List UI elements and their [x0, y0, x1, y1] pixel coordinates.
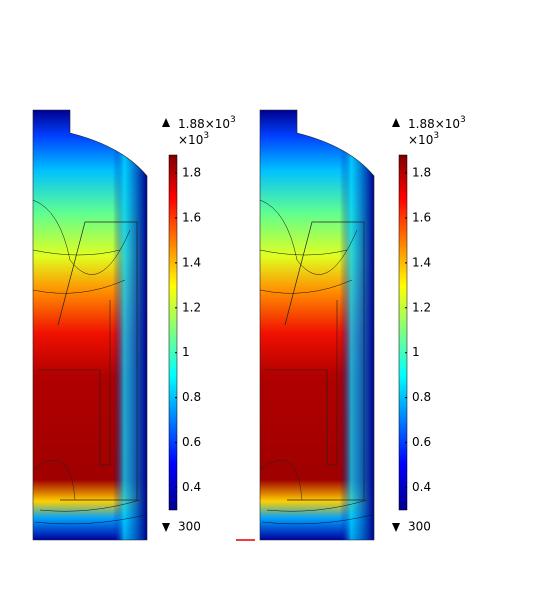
- max-label: 1.88×103: [408, 115, 466, 131]
- tick-label: 1.2: [182, 300, 201, 314]
- tick-label: 1.2: [412, 300, 431, 314]
- tick-label: 1.8: [182, 165, 201, 179]
- tick-label: 0.6: [412, 435, 431, 449]
- tick-label: 1.6: [412, 210, 431, 224]
- label-base: ×10: [408, 133, 433, 147]
- field-plot: [259, 109, 375, 541]
- tick-label: 0.6: [182, 435, 201, 449]
- tick-label: 0.8: [412, 390, 431, 404]
- tick-label: 1.6: [182, 210, 201, 224]
- tick-label: 0.4: [412, 480, 431, 494]
- label-exponent: 3: [230, 115, 236, 125]
- tick-label: 1: [182, 345, 190, 359]
- tick-label: 1.4: [412, 255, 431, 269]
- label-base: 1.88×10: [408, 117, 460, 131]
- min-triangle: [392, 523, 400, 532]
- field-plot: [32, 109, 148, 541]
- colorbar: [168, 154, 178, 511]
- label-exponent: 3: [433, 131, 439, 141]
- min-triangle: [162, 523, 170, 532]
- min-label: 300: [178, 520, 201, 534]
- min-label: 300: [408, 520, 431, 534]
- tick-label: 1.8: [412, 165, 431, 179]
- max-triangle: [162, 118, 170, 127]
- multiplier: ×103: [408, 131, 439, 147]
- tick-label: 1.4: [182, 255, 201, 269]
- multiplier: ×103: [178, 131, 209, 147]
- label-base: ×10: [178, 133, 203, 147]
- max-triangle: [392, 118, 400, 127]
- label-base: 1.88×10: [178, 117, 230, 131]
- tick-label: 1: [412, 345, 420, 359]
- tick-label: 0.8: [182, 390, 201, 404]
- label-exponent: 3: [460, 115, 466, 125]
- tick-label: 0.4: [182, 480, 201, 494]
- max-label: 1.88×103: [178, 115, 236, 131]
- colorbar: [398, 154, 408, 511]
- label-exponent: 3: [203, 131, 209, 141]
